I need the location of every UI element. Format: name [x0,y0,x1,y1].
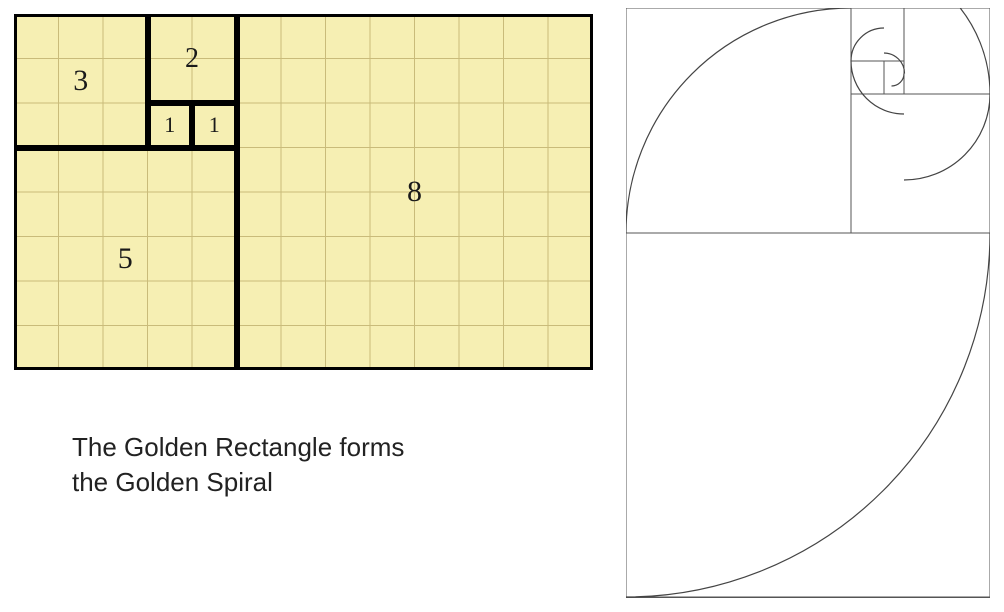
fibonacci-square-2: 2 [148,14,237,103]
fibonacci-square-3: 3 [14,14,148,148]
fibonacci-rectangle-diagram: 8 5 3 2 1 1 [14,14,593,370]
fibonacci-square-5: 5 [14,148,237,371]
golden-spiral-svg [626,8,990,598]
canvas: 8 5 3 2 1 1 The Golden Rectangle forms the Go… [0,0,1004,612]
fibonacci-square-label: 3 [73,64,88,98]
caption-text: The Golden Rectangle forms the Golden Sp… [72,430,404,500]
fibonacci-square-1: 1 [148,103,193,148]
caption-line-1: The Golden Rectangle forms [72,430,404,465]
caption-line-2: the Golden Spiral [72,465,404,500]
fibonacci-square-label: 2 [185,43,199,75]
fibonacci-square-1: 1 [192,103,237,148]
fibonacci-square-label: 5 [118,242,133,276]
fibonacci-square-label: 8 [407,175,422,209]
fibonacci-square-label: 1 [164,112,175,138]
golden-spiral-diagram [626,8,990,598]
fibonacci-square-label: 1 [209,112,220,138]
fibonacci-square-8: 8 [237,14,593,370]
